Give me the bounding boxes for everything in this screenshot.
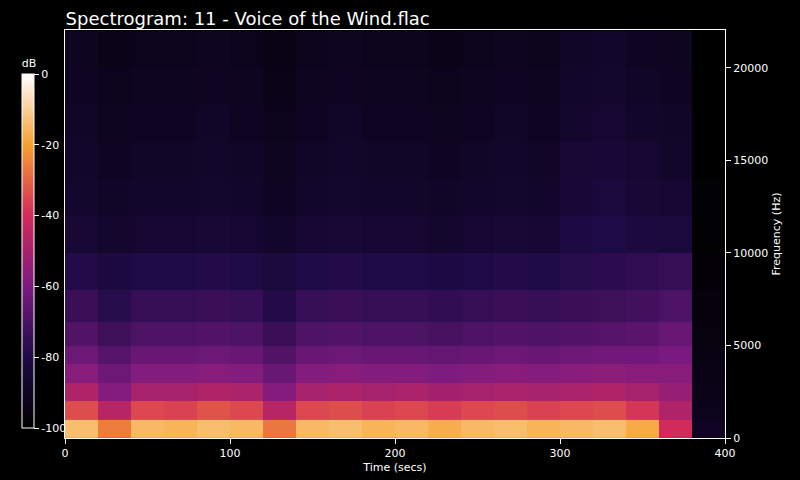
svg-text:0: 0 xyxy=(62,447,69,460)
svg-text:dB: dB xyxy=(22,57,37,70)
svg-text:5000: 5000 xyxy=(733,339,761,352)
svg-text:15000: 15000 xyxy=(733,154,768,167)
svg-text:-40: -40 xyxy=(41,209,59,222)
svg-text:-60: -60 xyxy=(41,280,59,293)
svg-text:100: 100 xyxy=(220,447,241,460)
svg-text:10000: 10000 xyxy=(733,247,768,260)
svg-text:400: 400 xyxy=(715,447,736,460)
svg-text:-20: -20 xyxy=(41,139,59,152)
svg-text:Spectrogram: 11 - Voice of the: Spectrogram: 11 - Voice of the Wind.flac xyxy=(66,8,430,29)
svg-text:Time (secs): Time (secs) xyxy=(362,461,426,474)
svg-text:20000: 20000 xyxy=(733,62,768,75)
svg-text:-100: -100 xyxy=(41,422,66,435)
svg-text:0: 0 xyxy=(733,432,740,445)
svg-text:-80: -80 xyxy=(41,351,59,364)
svg-text:300: 300 xyxy=(550,447,571,460)
svg-text:0: 0 xyxy=(41,68,48,81)
svg-text:Frequency (Hz): Frequency (Hz) xyxy=(770,193,783,276)
svg-text:200: 200 xyxy=(385,447,406,460)
